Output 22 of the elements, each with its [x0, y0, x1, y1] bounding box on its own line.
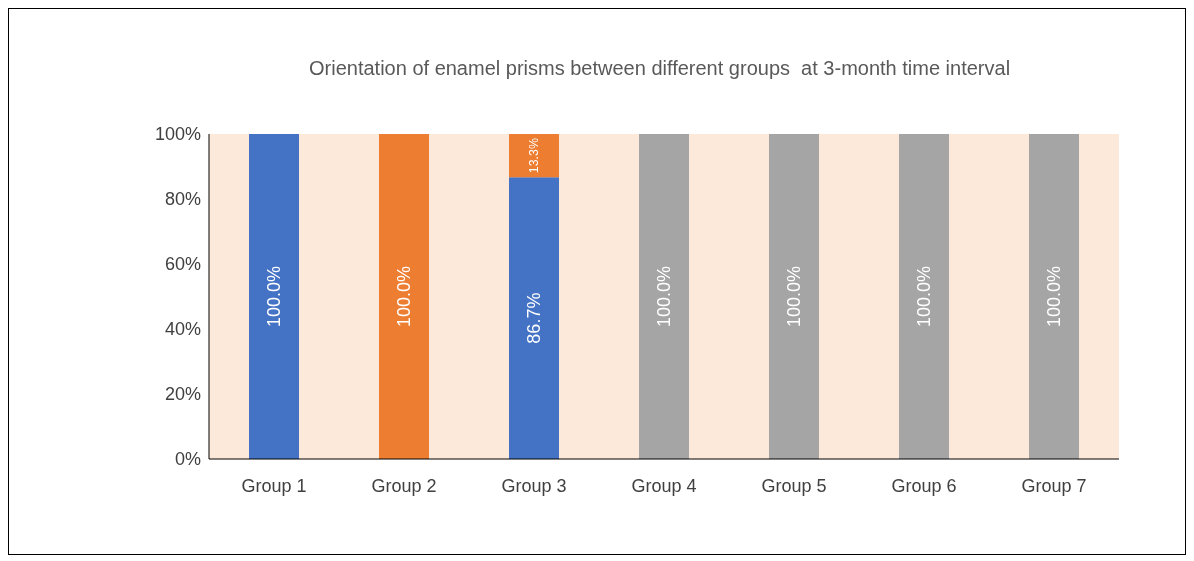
data-label: 100.0% — [264, 265, 284, 328]
data-label: 100.0% — [394, 265, 414, 328]
y-tick-label: 80% — [164, 189, 201, 210]
x-tick-label: Group 1 — [241, 475, 307, 496]
y-tick-label: 40% — [164, 319, 201, 340]
x-tick-label: Group 7 — [1021, 475, 1087, 496]
data-label: 100.0% — [914, 265, 934, 328]
x-tick-label: Group 6 — [891, 475, 957, 496]
chart-title: Orientation of enamel prisms between different groups at 3-month time interval — [309, 57, 1011, 80]
x-tick-label: Group 2 — [371, 475, 437, 496]
x-tick-label: Group 3 — [501, 475, 567, 496]
y-tick-label: 60% — [164, 254, 201, 275]
data-label: 100.0% — [654, 265, 674, 328]
data-label: 100.0% — [784, 265, 804, 328]
data-label: 13.3% — [527, 138, 541, 174]
x-tick-label: Group 4 — [631, 475, 697, 496]
y-tick-label: 100% — [154, 124, 201, 145]
y-tick-label: 0% — [174, 449, 201, 470]
y-tick-label: 20% — [164, 384, 201, 405]
data-label: 100.0% — [1044, 265, 1064, 328]
data-label: 86.7% — [524, 292, 544, 344]
x-tick-label: Group 5 — [761, 475, 827, 496]
